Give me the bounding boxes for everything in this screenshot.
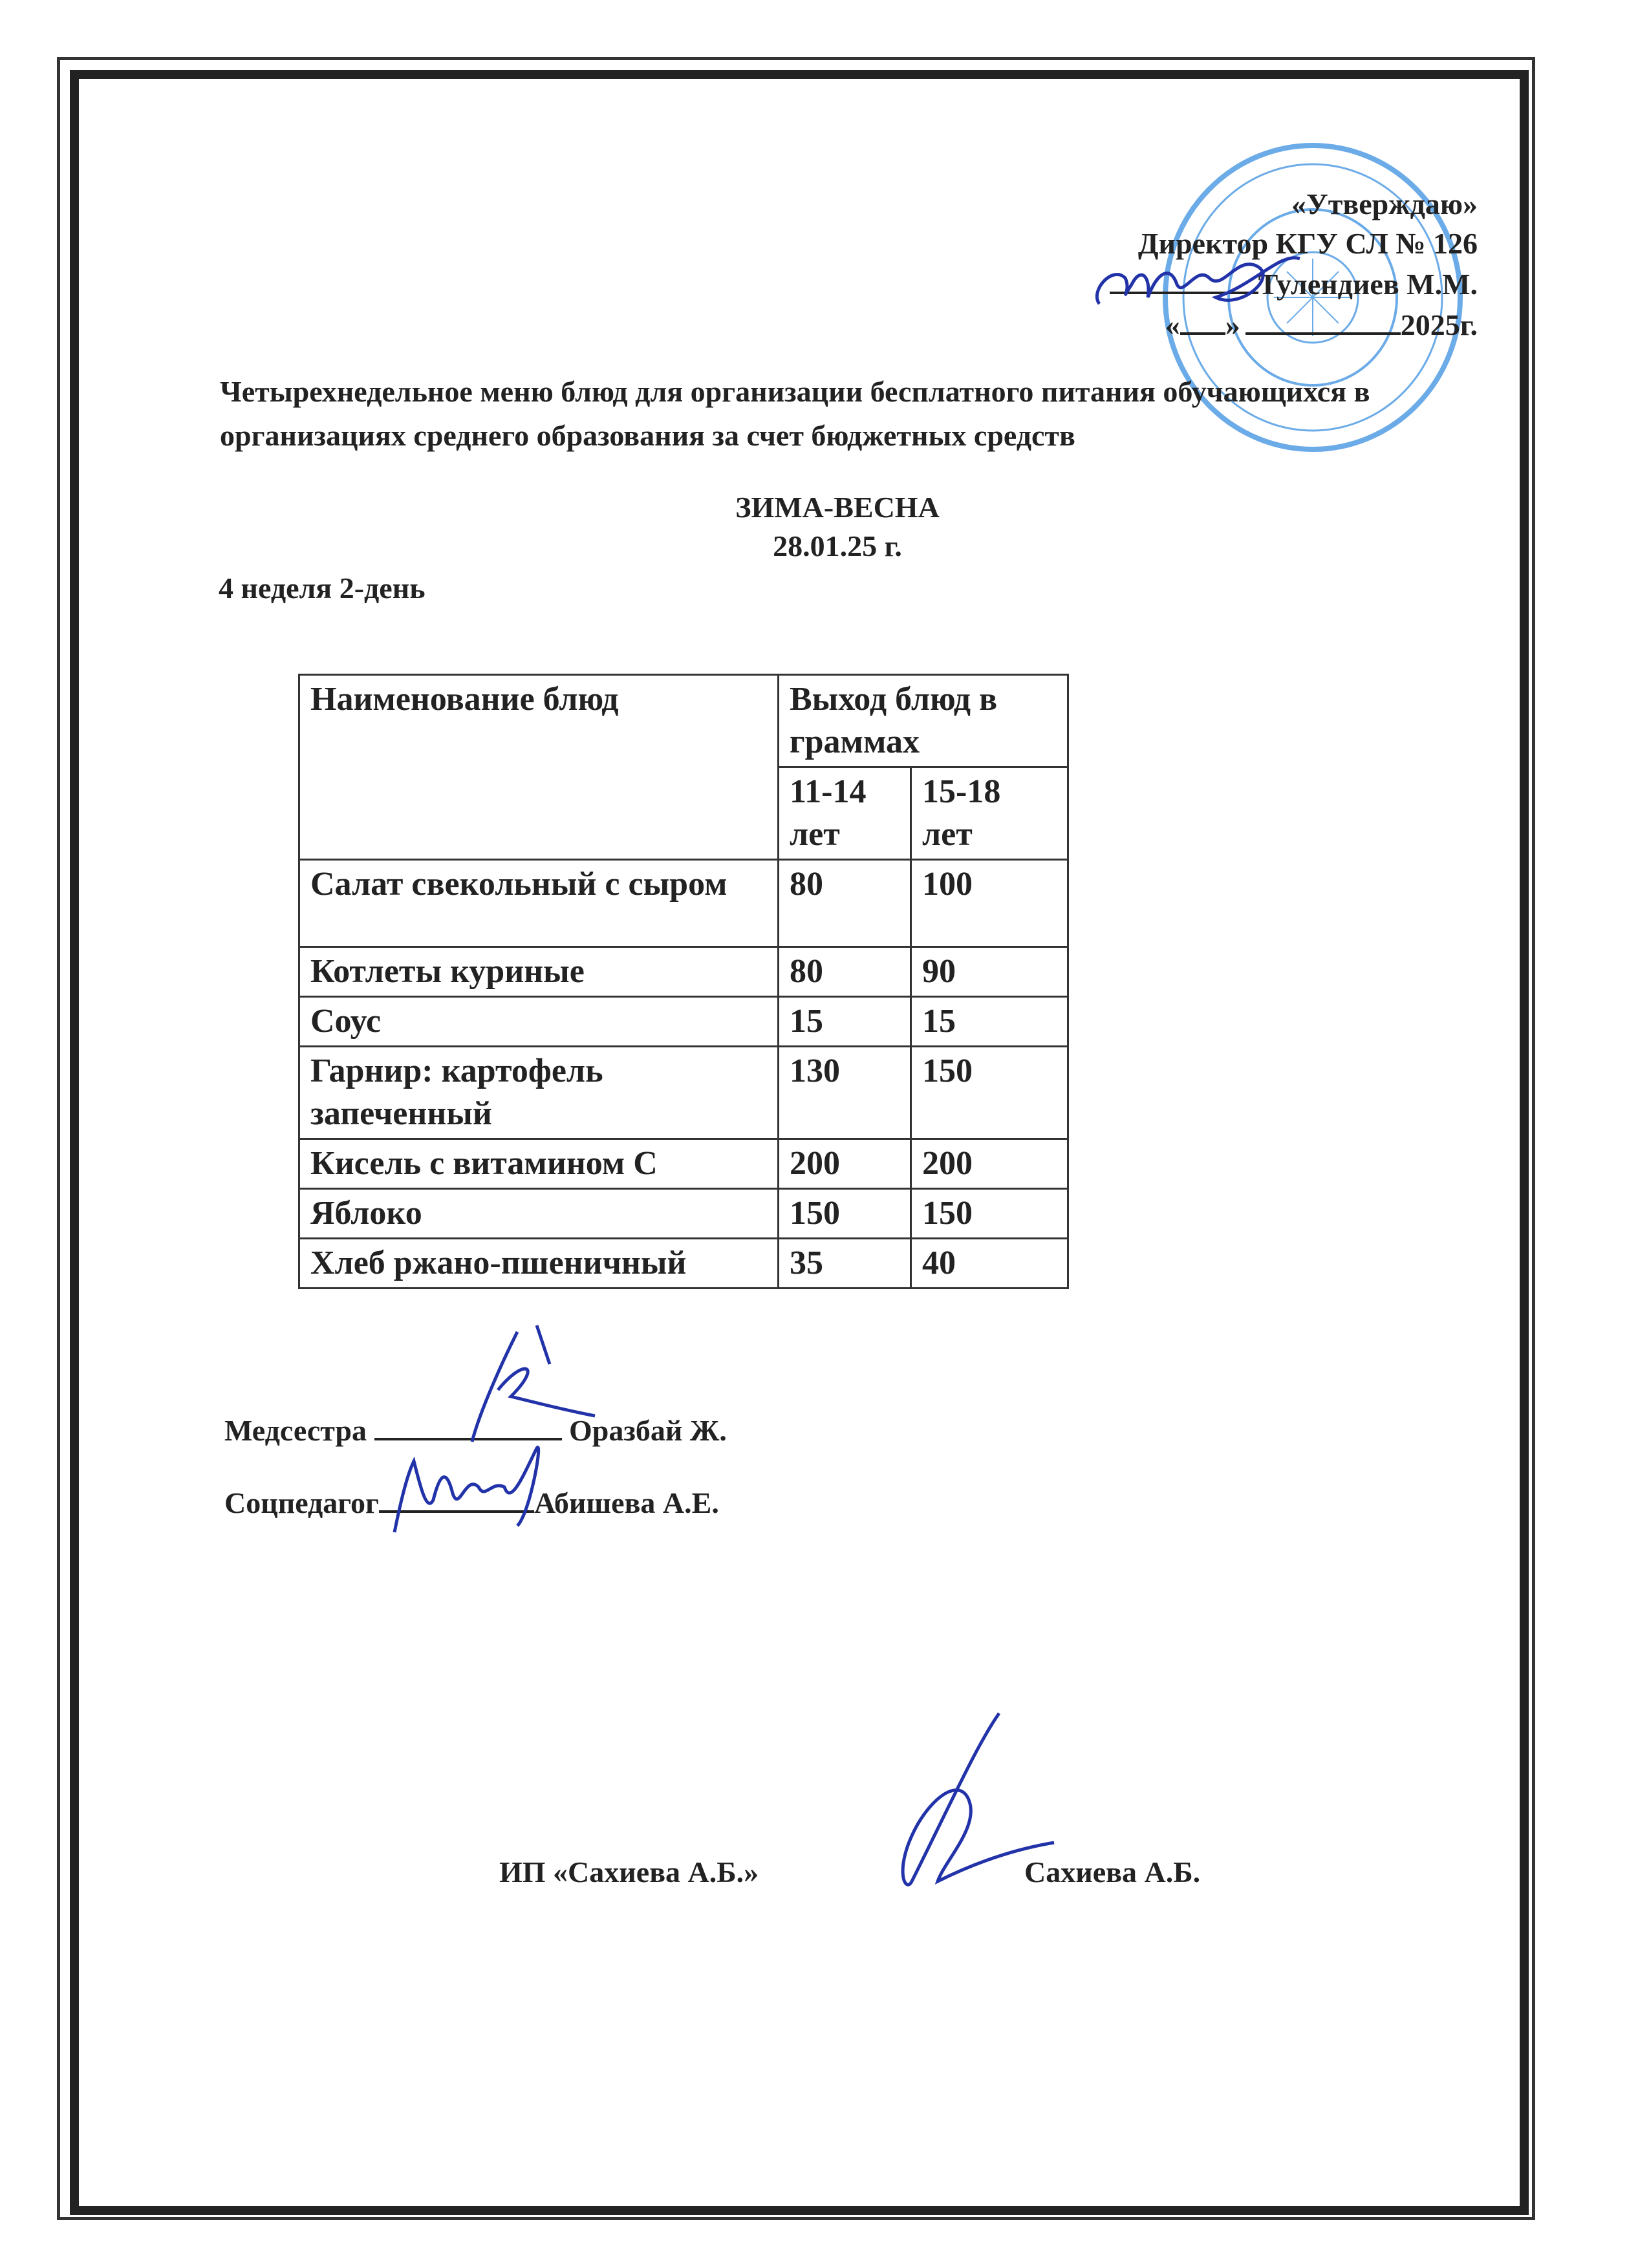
signature-line [1109,263,1258,294]
output-11-14: 200 [777,1138,912,1190]
ip-label: ИП «Сахиева А.Б.» [499,1856,759,1888]
social-line: Соцпедагог Абишева А.Е. [224,1482,719,1521]
nurse-signature [470,1325,596,1442]
social-role: Соцпедагог [224,1486,379,1519]
season: ЗИМА-ВЕСНА [735,491,940,524]
approval-label: «Утверждаю» [1291,187,1478,220]
dish-name: Салат свекольный с сыром [298,859,779,948]
week-day: 4 неделя 2-день [219,572,426,604]
output-15-18: 40 [910,1237,1069,1289]
dish-name: Котлеты куриные [298,946,779,998]
ip-signature [901,1712,1055,1887]
dish-name: Яблоко [298,1188,779,1239]
social-name: Абишева А.Е. [534,1486,719,1519]
nurse-signature-line [374,1409,562,1440]
output-11-14: 130 [777,1045,912,1140]
dish-name: Хлеб ржано-пшеничный [298,1237,779,1289]
page-border-inner [70,70,1529,2215]
output-11-14: 80 [777,946,912,998]
social-signature [393,1446,541,1533]
page-border-outer [57,57,1535,2220]
director-name-line: Тулендиев М.М. [1109,263,1478,304]
output-11-14: 150 [777,1188,912,1239]
menu-date: 28.01.25 г. [773,530,902,562]
header-dish-name: Наименование блюд [298,674,779,861]
header-age-11-14: 11-14 лет [777,766,912,861]
document-title: Четырехнедельное меню блюд для организац… [220,375,1370,452]
dish-name: Кисель с витамином С [298,1138,779,1190]
approval-date-line: « » 2025г. [1110,304,1478,345]
director-title: Директор КГУ СЛ № 126 [1137,227,1478,260]
approval-block: «Утверждаю» Директор КГУ СЛ № 126 Туленд… [1109,184,1478,345]
table-header-row: Наименование блюд Выход блюд в граммах [298,674,1069,861]
output-15-18: 15 [910,996,1069,1047]
social-signature-line [378,1482,534,1513]
menu-table: Наименование блюд Выход блюд в граммах 1… [298,674,1069,1289]
table-row: Хлеб ржано-пшеничный 35 40 [298,1237,1069,1289]
quote-open: « [1165,308,1180,341]
table-row: Соус 15 15 [298,996,1069,1047]
table-row: Котлеты куриные 80 90 [298,946,1069,998]
nurse-line: Медсестра Оразбай Ж. [224,1409,727,1449]
month-blank [1245,304,1401,335]
table-subheader-row: 11-14 лет 15-18 лет [299,766,1069,861]
ip-name: Сахиева А.Б. [1024,1856,1201,1888]
table-row: Гарнир: картофель запеченный 130 150 [298,1045,1069,1140]
table-row: Яблоко 150 150 [298,1188,1069,1239]
day-blank [1180,304,1225,335]
output-15-18: 150 [910,1188,1069,1239]
dish-name: Соус [298,996,779,1047]
output-11-14: 80 [777,859,912,948]
dish-name: Гарнир: картофель запеченный [298,1045,779,1140]
output-15-18: 200 [910,1138,1069,1190]
approval-year: 2025г. [1400,308,1478,341]
quote-close: » [1225,308,1240,341]
output-11-14: 35 [777,1237,912,1289]
header-output: Выход блюд в граммах [777,674,1069,768]
table-row: Кисель с витамином С 200 200 [298,1138,1069,1190]
output-11-14: 15 [777,996,912,1047]
nurse-name: Оразбай Ж. [569,1414,727,1447]
director-name: Тулендиев М.М. [1258,268,1478,301]
official-stamp [1163,143,1463,452]
output-15-18: 100 [910,859,1069,948]
output-15-18: 90 [910,946,1069,998]
table-row: Салат свекольный с сыром 80 100 [298,859,1069,948]
director-signature [1095,256,1300,305]
output-15-18: 150 [910,1045,1069,1140]
nurse-role: Медсестра [224,1414,367,1447]
header-age-15-18: 15-18 лет [910,766,1069,861]
